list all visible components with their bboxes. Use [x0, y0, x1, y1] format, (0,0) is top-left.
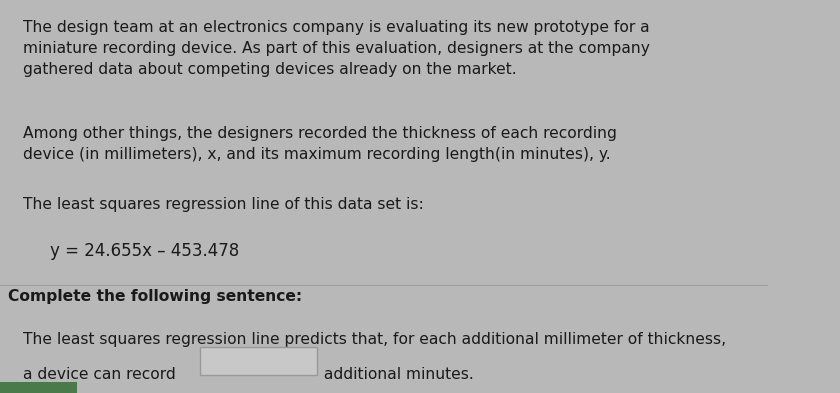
Text: The design team at an electronics company is evaluating its new prototype for a
: The design team at an electronics compan…: [23, 20, 650, 77]
Text: a device can record: a device can record: [23, 367, 181, 382]
Text: Complete the following sentence:: Complete the following sentence:: [8, 289, 302, 304]
Text: additional minutes.: additional minutes.: [319, 367, 474, 382]
FancyBboxPatch shape: [200, 347, 317, 375]
Text: The least squares regression line predicts that, for each additional millimeter : The least squares regression line predic…: [23, 332, 726, 347]
Text: y = 24.655x – 453.478: y = 24.655x – 453.478: [50, 242, 239, 260]
Text: Among other things, the designers recorded the thickness of each recording
devic: Among other things, the designers record…: [23, 126, 617, 162]
Text: The least squares regression line of this data set is:: The least squares regression line of thi…: [23, 196, 424, 211]
FancyBboxPatch shape: [0, 382, 76, 393]
